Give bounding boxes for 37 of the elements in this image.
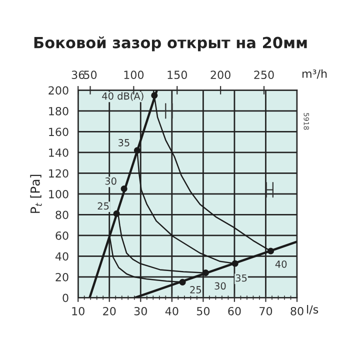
x2-tick-label: 36	[72, 70, 84, 80]
x-tick-label: 10	[72, 306, 84, 316]
x-tick-label: 50	[196, 306, 210, 316]
x-tick-label: 70	[260, 306, 272, 316]
chart-title: Боковой зазор открыт на 20мм	[34, 36, 307, 52]
annotation: 25	[190, 286, 202, 294]
annotation: 35	[236, 274, 247, 282]
x2-axis-title: m³/h	[302, 69, 327, 79]
annotation: 40 dB(A)	[102, 92, 144, 101]
x2-tick-label: 50	[84, 70, 97, 80]
y-tick-label: 160	[49, 128, 68, 136]
y-tick-label: 120	[49, 169, 68, 178]
y-tick-label: 140	[49, 148, 68, 157]
annotation: 30	[105, 177, 116, 185]
annotation: 25	[98, 202, 109, 210]
annotation: 30	[214, 282, 226, 290]
x2-tick-label: 150	[168, 70, 187, 80]
y-tick-label: 180	[49, 106, 68, 116]
x-tick-label: 30	[134, 306, 147, 316]
annotation: 40	[275, 260, 287, 268]
x-tick-label: 60	[228, 306, 241, 316]
y-tick-label: 20	[56, 272, 68, 282]
x-tick-label: 40	[165, 306, 178, 316]
x-axis-title: l/s	[307, 304, 318, 314]
annotation: 35	[118, 139, 130, 146]
x-tick-label: 20	[103, 306, 116, 316]
y-tick-label: 80	[56, 210, 68, 220]
y-axis-title: P$_{t}$ [Pa]	[30, 174, 42, 213]
x2-tick-label: 200	[210, 70, 230, 80]
x2-tick-label: 100	[124, 70, 144, 80]
y-tick-label: 40	[55, 252, 68, 261]
x-tick-label: 80	[290, 306, 304, 316]
y-tick-label: 0	[62, 294, 68, 302]
y-tick-label: 100	[49, 190, 68, 198]
y-tick-label: 60	[56, 231, 68, 240]
x2-tick-label: 250	[254, 70, 274, 80]
y-tick-label: 200	[48, 86, 68, 95]
